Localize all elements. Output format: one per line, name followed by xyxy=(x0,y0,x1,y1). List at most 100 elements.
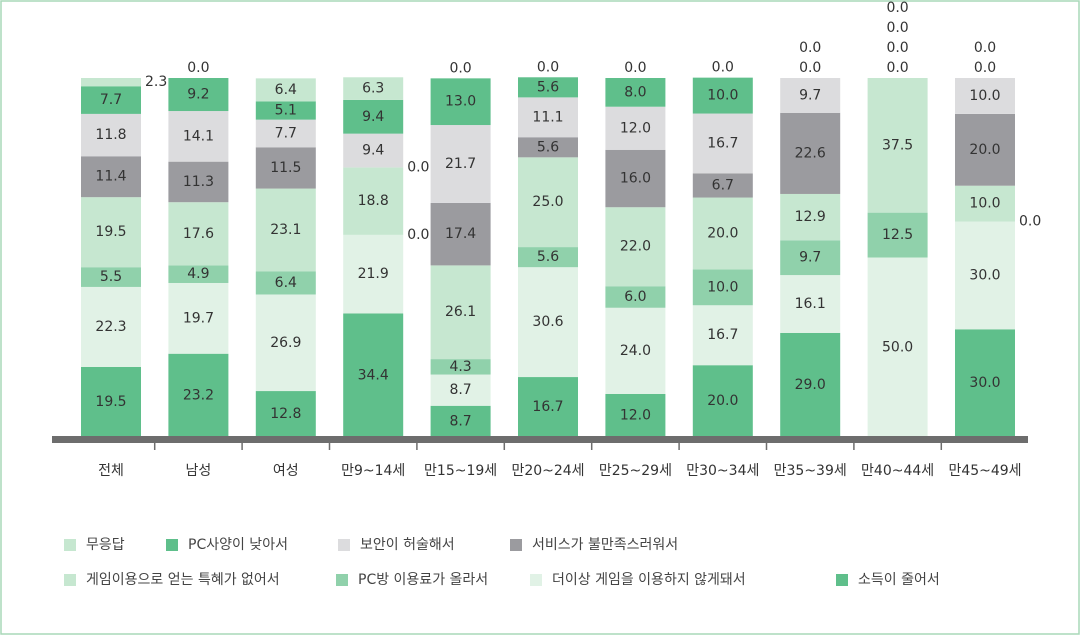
bar-segment xyxy=(605,207,666,287)
bar-segment xyxy=(605,307,666,394)
bar-segment xyxy=(255,294,316,392)
x-tick-label: 만9~14세 xyxy=(341,463,405,479)
bar-segment xyxy=(692,269,753,306)
value-label: 0.0 xyxy=(1019,214,1041,230)
value-label: 9.4 xyxy=(362,143,384,159)
bar-segment xyxy=(81,78,141,87)
bar-segment xyxy=(518,247,578,268)
legend-label: 더이상 게임을 이용하지 않게돼서 xyxy=(552,572,746,588)
value-label: 0.0 xyxy=(712,60,734,76)
value-label: 0.0 xyxy=(187,60,209,76)
bar-segment xyxy=(605,286,666,308)
value-label: 9.2 xyxy=(187,87,209,103)
legend-label: 무응답 xyxy=(86,537,125,553)
bar-segment xyxy=(255,147,316,189)
value-label: 34.4 xyxy=(358,367,389,383)
bar-segment xyxy=(955,78,1015,114)
value-label: 13.0 xyxy=(445,94,476,110)
value-label: 18.8 xyxy=(358,193,389,209)
bar-segment xyxy=(955,185,1015,222)
x-tick-label: 만30~34세 xyxy=(686,463,759,479)
value-label: 6.7 xyxy=(712,178,734,194)
value-label: 25.0 xyxy=(532,194,563,210)
bar-segment xyxy=(692,197,753,270)
value-label: 6.0 xyxy=(624,289,646,305)
value-label: 0.0 xyxy=(799,60,821,76)
value-label: 17.4 xyxy=(445,226,476,242)
value-label: 5.6 xyxy=(537,249,559,265)
legend-label: PC사양이 낮아서 xyxy=(188,537,288,553)
value-label: 10.0 xyxy=(969,88,1000,104)
bar-segment xyxy=(81,286,141,367)
value-label: 30.0 xyxy=(969,375,1000,391)
bar-segment xyxy=(780,78,841,113)
legend-label: 서비스가 불만족스러워서 xyxy=(532,537,678,553)
value-label: 37.5 xyxy=(882,137,913,153)
bar-segment xyxy=(780,193,841,241)
value-label: 11.4 xyxy=(95,169,126,185)
value-label: 12.0 xyxy=(620,407,651,423)
bar-segment xyxy=(168,202,229,266)
value-label: 26.9 xyxy=(270,335,301,351)
bar-segment xyxy=(255,119,316,148)
x-tick-label: 남성 xyxy=(186,463,212,479)
value-label: 11.1 xyxy=(532,109,563,125)
value-label: 14.1 xyxy=(183,128,214,144)
bar-segment xyxy=(605,149,666,208)
value-label: 5.6 xyxy=(537,139,559,155)
bar-segment xyxy=(605,78,666,107)
value-label: 0.0 xyxy=(537,59,559,75)
value-label: 12.8 xyxy=(270,406,301,422)
value-label: 16.7 xyxy=(707,327,738,343)
value-label: 22.3 xyxy=(95,319,126,335)
legend-label: PC방 이용료가 올라서 xyxy=(358,572,488,588)
bar-segment xyxy=(81,197,141,268)
value-label: 9.4 xyxy=(362,109,384,125)
bar-segment xyxy=(343,167,404,235)
bar-segment xyxy=(81,113,141,157)
bar-segment xyxy=(518,377,578,437)
legend-swatch xyxy=(64,539,76,551)
bar-segment xyxy=(867,257,928,437)
bar-segment xyxy=(168,353,229,437)
bar-segment xyxy=(867,212,928,258)
bar-segment xyxy=(430,78,491,126)
legend-swatch xyxy=(338,539,350,551)
value-label: 7.7 xyxy=(100,92,122,108)
value-label: 11.5 xyxy=(270,160,301,176)
bar-segment xyxy=(255,188,316,272)
value-label: 29.0 xyxy=(795,377,826,393)
x-tick-label: 전체 xyxy=(98,463,124,479)
x-tick-label: 만35~39세 xyxy=(774,463,847,479)
bar-segment xyxy=(692,77,753,114)
value-label: 12.9 xyxy=(795,209,826,225)
bar-segment xyxy=(430,405,491,437)
bar-segment xyxy=(168,111,229,162)
bar-segment xyxy=(692,173,753,198)
value-label: 17.6 xyxy=(183,226,214,242)
value-label: 16.7 xyxy=(707,136,738,152)
bar-segment xyxy=(343,133,404,168)
value-label: 0.0 xyxy=(407,159,429,175)
bar-segment xyxy=(255,271,316,295)
bar-segment xyxy=(81,267,141,287)
x-tick-label: 여성 xyxy=(273,463,299,479)
value-label: 16.0 xyxy=(620,171,651,187)
bar-segment xyxy=(255,101,316,120)
value-label: 21.9 xyxy=(358,266,389,282)
bar-segment xyxy=(343,234,404,314)
bar-segment xyxy=(168,265,229,283)
value-label: 7.7 xyxy=(275,125,297,141)
bar-segment xyxy=(955,329,1015,437)
value-label: 10.0 xyxy=(707,88,738,104)
value-label: 20.0 xyxy=(969,142,1000,158)
bar-segment xyxy=(81,366,141,437)
legend-swatch xyxy=(336,574,348,586)
value-label: 22.0 xyxy=(620,239,651,255)
value-label: 6.4 xyxy=(275,82,297,98)
value-label: 5.5 xyxy=(100,269,122,285)
bar-segment xyxy=(343,77,404,100)
bar-segment xyxy=(430,125,491,203)
bar-segment xyxy=(343,313,404,437)
value-label: 10.0 xyxy=(707,279,738,295)
